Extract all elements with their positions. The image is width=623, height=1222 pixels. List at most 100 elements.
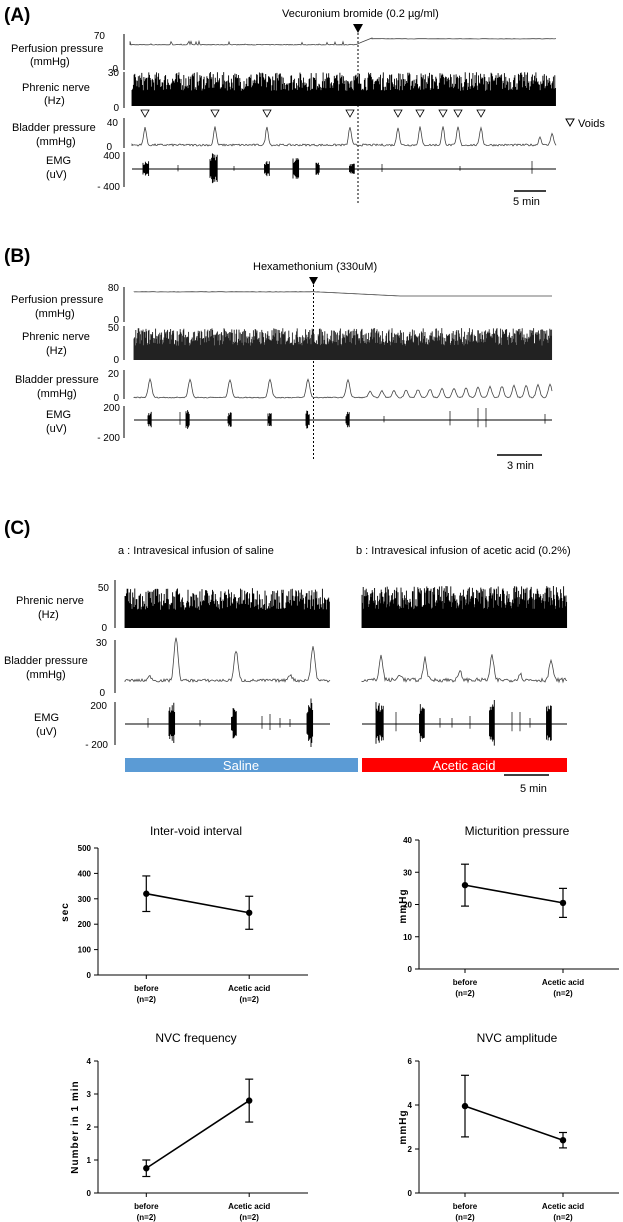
phrenic-trace [131,72,556,106]
y-tick-label: 100 [78,946,92,955]
data-point [559,1137,567,1144]
panel-a: (A) Vecuronium bromide (0.2 µg/ml) Perfu… [4,5,605,208]
row-label: EMG [46,409,71,421]
scale-label: 3 min [507,460,534,472]
row-label: Bladder pressure [15,374,99,386]
y-bottom: - 400 [97,182,120,193]
perfusion-trace [129,37,557,46]
emg-burst [305,410,310,429]
row-label: Bladder pressure [4,655,88,667]
bladder-trace-acid [361,654,568,684]
summary-chart: Inter-void interval sec 0 100 200 300 400 500 be… [60,824,308,1004]
row-unit: (uV) [36,726,57,738]
row-unit: (mmHg) [37,388,77,400]
void-legend-icon [565,118,575,128]
emg-burst [185,410,190,429]
chart-title: NVC frequency [155,1031,236,1045]
x-n-label: (n=2) [455,1213,475,1222]
row-unit: (mmHg) [35,308,75,320]
emg-burst [419,704,425,742]
data-point [559,899,567,907]
emg-burst [292,158,300,179]
y-tick-label: 0 [87,1189,92,1198]
y-top: 70 [94,31,106,42]
row-unit: (Hz) [44,95,65,107]
panel-c-traces [124,586,568,747]
x-tick-label: before [453,978,478,987]
row-label: Phrenic nerve [16,595,84,607]
y-tick-label: 30 [403,868,412,877]
summary-chart: NVC frequency Number in 1 min 0 1 2 3 4 before (… [70,1031,308,1222]
y-bottom: 0 [113,355,119,366]
x-tick-label: before [134,984,159,993]
voids-label: Voids [578,118,605,130]
row-label: Perfusion pressure [11,294,103,306]
saline-bar [125,758,358,772]
drug-arrow-icon [353,24,363,33]
emg-burst [349,163,355,174]
void-marker-icon [140,109,150,118]
data-point [246,1097,253,1104]
emg-burst [142,161,150,176]
emg-burst [227,412,232,427]
x-tick-label: Acetic acid [228,984,270,993]
data-point [246,909,253,916]
scale-label: 5 min [520,783,547,795]
saline-bar-label: Saline [223,758,259,773]
y-tick-label: 6 [408,1057,413,1066]
y-bottom: 0 [101,623,107,634]
row-label: Phrenic nerve [22,331,90,343]
panel-a-letter: (A) [4,5,30,26]
y-top: 200 [90,701,107,712]
emg-burst [231,708,237,739]
y-tick-label: 4 [408,1101,413,1110]
row-unit: (mmHg) [36,136,76,148]
x-tick-label: before [134,1202,159,1211]
x-n-label: (n=2) [553,1213,573,1222]
bladder-trace-saline [124,637,331,683]
x-n-label: (n=2) [240,995,260,1004]
y-tick-label: 40 [403,836,412,845]
panel-c-letter: (C) [4,518,30,539]
y-tick-label: 400 [78,869,92,878]
chart-title: NVC amplitude [477,1031,558,1045]
emg-burst [375,702,384,744]
void-marker-icon [345,109,355,118]
panel-c: (C) a : Intravesical infusion of saline … [4,518,571,795]
y-axis-label: Number in 1 min [70,1080,81,1173]
y-tick-label: 3 [87,1090,92,1099]
panel-b-drug-label: Hexamethonium (330uM) [253,261,377,273]
row-unit: (mmHg) [30,56,70,68]
row-unit: (uV) [46,423,67,435]
emg-burst [489,700,495,746]
y-bottom: - 200 [85,740,108,751]
x-tick-label: Acetic acid [228,1202,270,1211]
phrenic-trace-acid [361,586,568,628]
void-marker-icon [476,109,486,118]
y-tick-label: 4 [87,1057,92,1066]
row-label: EMG [34,712,59,724]
y-top: 30 [96,638,108,649]
y-top: 30 [108,68,120,79]
bladder-trace [133,377,553,399]
y-top: 50 [108,323,120,334]
y-top: 80 [108,283,120,294]
emg-burst [267,413,272,427]
y-tick-label: 1 [87,1156,92,1165]
emg-burst [315,162,320,175]
panel-b-traces [133,291,553,429]
summary-charts: Inter-void intervalsec0100200300400500be… [60,824,619,1222]
panel-a-traces [129,37,557,184]
y-top: 40 [107,118,119,129]
void-marker-icon [453,109,463,118]
panel-b: (B) Hexamethonium (330uM) Perfusion pres… [4,246,553,472]
y-axis-label: sec [60,902,71,922]
y-tick-label: 500 [78,844,92,853]
void-marker-icon [393,109,403,118]
row-unit: (uV) [46,169,67,181]
data-point [461,881,469,889]
y-bottom: 0 [106,142,112,153]
series-line [146,892,250,914]
void-marker-icon [438,109,448,118]
row-label: EMG [46,155,71,167]
